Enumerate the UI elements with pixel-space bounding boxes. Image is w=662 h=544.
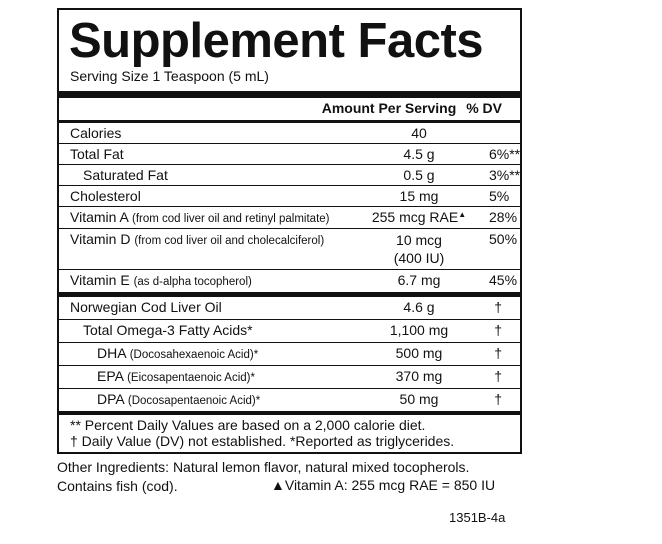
serving-size: Serving Size 1 Teaspoon (5 mL) [70, 68, 269, 84]
nutrient: Saturated Fat [83, 167, 168, 183]
nutrient-note: (from cod liver oil and retinyl palmitat… [132, 213, 330, 225]
row: Saturated Fat 0.5 g 3%** [59, 164, 520, 185]
ingredient-name: DPA [97, 391, 124, 407]
amount-text: 10 mcg [396, 232, 442, 248]
amount: 50 mg [399, 391, 439, 407]
nutrient: Vitamin D (from cod liver oil and cholec… [70, 231, 324, 247]
daily-value: 45% [489, 272, 518, 288]
daily-value: † [494, 345, 502, 361]
row: Total Fat 4.5 g 6%** [59, 143, 520, 164]
amount: 500 mg [395, 345, 443, 361]
amount: 4.5 g [403, 146, 435, 162]
daily-value: 6%** [489, 146, 521, 162]
allergen: Contains fish (cod). [57, 478, 178, 494]
amount: 255 mcg RAE▲ [349, 209, 489, 225]
daily-value: † [494, 368, 502, 384]
dv-header: % DV [466, 100, 502, 116]
amount-header: Amount Per Serving [321, 100, 457, 116]
row: EPA (Eicosapentaenoic Acid)* 370 mg † [59, 365, 520, 388]
footnote: † Daily Value (DV) not established. *Rep… [70, 433, 455, 449]
nutrient: Cholesterol [70, 188, 141, 204]
daily-value: 28% [489, 209, 518, 225]
footnote: ** Percent Daily Values are based on a 2… [70, 417, 426, 433]
column-header: Amount Per Serving % DV [59, 98, 520, 120]
product-code: 1351B-4a [449, 510, 506, 525]
row: DHA (Docosahexaenoic Acid)* 500 mg † [59, 342, 520, 365]
nutrient: Total Fat [70, 146, 124, 162]
daily-value: 5% [489, 188, 510, 204]
ingredient-note: (Eicosapentaenoic Acid)* [127, 372, 255, 384]
thick-rule [59, 411, 520, 415]
nutrient-note: (from cod liver oil and cholecalciferol) [134, 235, 325, 247]
row: Vitamin D (from cod liver oil and cholec… [59, 228, 520, 269]
row: DPA (Docosapentaenoic Acid)* 50 mg † [59, 388, 520, 411]
ingredient: Total Omega-3 Fatty Acids* [83, 322, 253, 338]
nutrient-name: Vitamin D [70, 231, 131, 247]
rule [59, 120, 520, 123]
amount: 6.7 mg [397, 272, 441, 288]
amount-mark: ▲ [458, 210, 467, 219]
daily-value: † [494, 299, 502, 315]
daily-value: † [494, 391, 502, 407]
nutrient-note: (as d-alpha tocopherol) [133, 276, 252, 288]
amount: 10 mcg (400 IU) [349, 231, 489, 267]
amount-alt: (400 IU) [393, 250, 445, 266]
nutrient-name: Vitamin E [70, 272, 130, 288]
daily-value: 50% [489, 231, 518, 247]
row: Vitamin E (as d-alpha tocopherol) 6.7 mg… [59, 269, 520, 291]
amount: 1,100 mg [389, 322, 449, 338]
thick-rule [59, 292, 520, 297]
ingredient-name: EPA [97, 368, 124, 384]
ingredient-note: (Docosahexaenoic Acid)* [129, 349, 259, 361]
nutrient: Vitamin E (as d-alpha tocopherol) [70, 272, 252, 288]
other-ingredients-text: Other Ingredients: Natural lemon flavor,… [57, 459, 470, 475]
nutrient: Vitamin A (from cod liver oil and retiny… [70, 209, 330, 225]
row: Norwegian Cod Liver Oil 4.6 g † [59, 297, 520, 318]
daily-value: † [494, 322, 502, 338]
ingredient-name: DHA [97, 345, 126, 361]
amount: 370 mg [395, 368, 443, 384]
ingredient-note: (Docosapentaenoic Acid)* [127, 395, 261, 407]
amount: 40 [411, 125, 427, 141]
daily-value: 3%** [489, 167, 521, 183]
amount: 15 mg [399, 188, 439, 204]
amount: 0.5 g [403, 167, 435, 183]
nutrient-name: Vitamin A [70, 209, 129, 225]
title: Supplement Facts [69, 14, 484, 68]
row: Total Omega-3 Fatty Acids* 1,100 mg † [59, 319, 520, 342]
ingredient: DHA (Docosahexaenoic Acid)* [97, 345, 258, 361]
ingredient: EPA (Eicosapentaenoic Acid)* [97, 368, 255, 384]
row: Vitamin A (from cod liver oil and retiny… [59, 206, 520, 228]
row: Calories 40 [59, 123, 520, 143]
amount: 4.6 g [403, 299, 435, 315]
nutrient: Calories [70, 125, 122, 141]
footnotes: ** Percent Daily Values are based on a 2… [70, 417, 454, 449]
thick-rule [59, 91, 520, 98]
amount-text: 255 mcg RAE [371, 209, 459, 225]
ingredient: Norwegian Cod Liver Oil [70, 299, 222, 315]
vitamin-a-note: ▲Vitamin A: 255 mcg RAE = 850 IU [271, 477, 496, 493]
ingredient: DPA (Docosapentaenoic Acid)* [97, 391, 260, 407]
row: Cholesterol 15 mg 5% [59, 185, 520, 206]
other-ingredients: Other Ingredients: Natural lemon flavor,… [57, 458, 469, 496]
facts-panel: Supplement Facts Serving Size 1 Teaspoon… [57, 8, 522, 454]
